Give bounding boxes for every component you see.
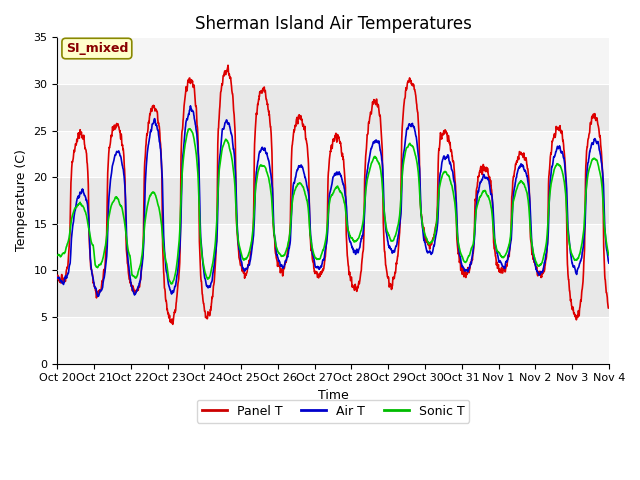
Y-axis label: Temperature (C): Temperature (C) — [15, 150, 28, 252]
Text: SI_mixed: SI_mixed — [66, 42, 128, 55]
Panel T — [224, 62, 232, 68]
Sonic T — [362, 191, 369, 196]
Bar — [58, 131, 609, 177]
Air T — [605, 260, 612, 266]
Sonic T — [605, 252, 612, 258]
Air T — [187, 103, 195, 108]
X-axis label: Time: Time — [317, 389, 349, 402]
Panel T — [349, 284, 357, 290]
Sonic T — [54, 252, 61, 258]
Bar — [58, 317, 609, 364]
Line: Sonic T: Sonic T — [58, 129, 609, 284]
Legend: Panel T, Air T, Sonic T: Panel T, Air T, Sonic T — [196, 400, 470, 423]
Bar — [58, 270, 609, 317]
Air T — [54, 275, 61, 280]
Panel T — [572, 314, 580, 320]
Panel T — [557, 127, 564, 132]
Bar — [58, 224, 609, 270]
Bar — [58, 37, 609, 84]
Air T — [557, 148, 564, 154]
Sonic T — [349, 238, 357, 243]
Panel T — [54, 274, 61, 279]
Air T — [362, 190, 369, 196]
Sonic T — [168, 281, 175, 287]
Air T — [494, 252, 502, 258]
Sonic T — [186, 126, 193, 132]
Air T — [94, 293, 102, 299]
Panel T — [207, 301, 215, 307]
Sonic T — [557, 164, 564, 169]
Title: Sherman Island Air Temperatures: Sherman Island Air Temperatures — [195, 15, 472, 33]
Panel T — [605, 305, 612, 311]
Line: Panel T: Panel T — [58, 65, 609, 324]
Line: Air T: Air T — [58, 106, 609, 296]
Sonic T — [494, 249, 502, 254]
Sonic T — [572, 257, 580, 263]
Panel T — [169, 322, 177, 327]
Bar — [58, 84, 609, 131]
Bar — [58, 177, 609, 224]
Panel T — [362, 159, 369, 165]
Sonic T — [208, 266, 216, 272]
Air T — [208, 279, 216, 285]
Air T — [572, 270, 580, 276]
Air T — [349, 248, 357, 253]
Panel T — [494, 265, 502, 271]
